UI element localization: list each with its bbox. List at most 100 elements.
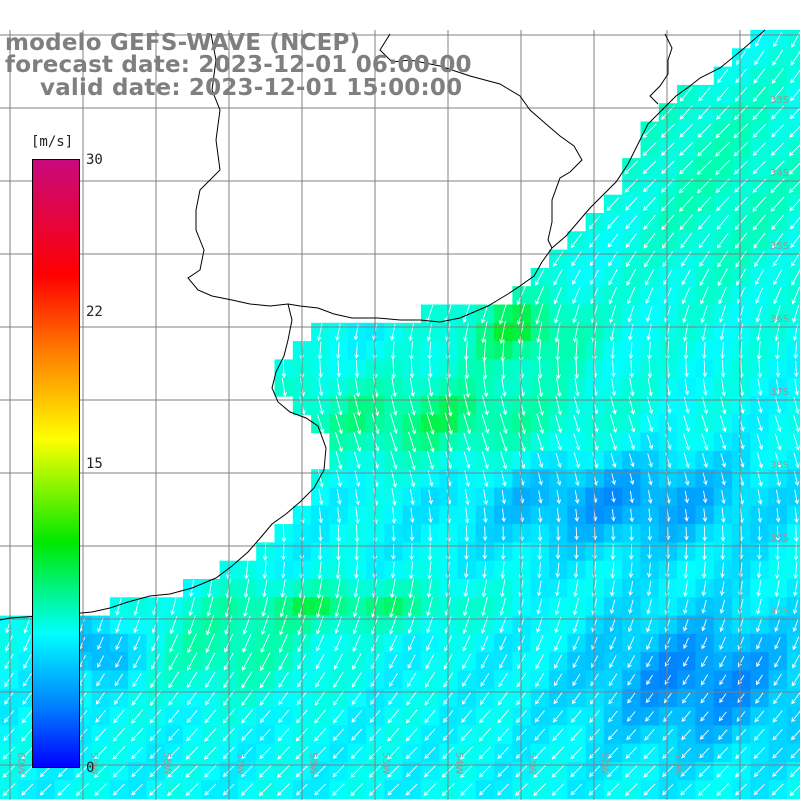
wind-arrow <box>259 728 271 741</box>
wind-arrow <box>757 359 763 379</box>
wind-arrow <box>773 269 783 286</box>
wind-arrow <box>259 709 271 724</box>
wind-arrow <box>277 746 290 760</box>
wind-arrow <box>628 544 634 560</box>
wind-arrow <box>626 287 636 305</box>
wind-arrow <box>701 637 708 650</box>
wind-arrow <box>626 729 637 741</box>
wind-arrow <box>497 765 509 778</box>
wind-arrow <box>464 488 470 506</box>
wind-arrow <box>555 414 563 434</box>
wind-arrow <box>536 598 543 615</box>
wind-arrow <box>752 142 767 156</box>
wind-arrow <box>681 269 691 286</box>
wind-arrow <box>354 360 360 378</box>
wind-arrow <box>167 764 181 778</box>
wind-arrow <box>684 379 690 396</box>
wind-arrow <box>277 783 290 796</box>
wind-arrow <box>589 747 601 759</box>
wind-arrow <box>790 234 800 248</box>
coastline <box>0 29 766 621</box>
wind-arrow <box>428 489 434 505</box>
wind-arrow <box>772 765 784 777</box>
wind-arrow <box>353 451 361 470</box>
wind-arrow <box>538 490 543 504</box>
wind-arrow <box>241 709 253 724</box>
wind-arrow <box>647 544 652 560</box>
wind-arrow <box>702 490 708 504</box>
wind-arrow <box>497 746 509 760</box>
wind-arrow <box>243 596 250 617</box>
wind-arrow <box>572 655 580 669</box>
wind-arrow <box>719 693 727 704</box>
wind-arrow <box>611 472 616 486</box>
wind-arrow <box>609 433 617 451</box>
wind-arrow <box>424 709 436 724</box>
wind-arrow <box>793 415 800 433</box>
wind-cell <box>786 652 800 672</box>
wind-arrow <box>754 50 765 66</box>
wind-arrow <box>625 233 637 249</box>
wind-arrow <box>755 305 763 323</box>
wind-arrow <box>424 747 436 759</box>
wind-arrow <box>407 672 417 688</box>
wind-arrow <box>481 321 488 344</box>
wind-arrow <box>353 394 361 417</box>
wind-arrow <box>463 562 469 579</box>
wind-arrow <box>241 747 253 759</box>
wind-arrow <box>75 783 89 797</box>
wind-arrow <box>698 87 711 102</box>
wind-arrow <box>535 653 545 670</box>
wind-arrow <box>721 490 726 505</box>
wind-arrow <box>700 674 709 686</box>
wind-arrow <box>316 635 325 652</box>
wind-arrow <box>262 561 268 580</box>
wind-arrow <box>336 378 342 397</box>
wind-arrow <box>701 433 709 451</box>
wind-arrow <box>700 692 709 704</box>
wind-arrow <box>627 674 636 686</box>
wind-arrow <box>611 360 616 378</box>
wind-cell <box>786 707 800 726</box>
wind-arrow <box>628 562 634 579</box>
wind-arrow <box>607 765 619 778</box>
wind-arrow <box>574 508 580 522</box>
wind-arrow <box>698 214 711 230</box>
wind-arrow <box>647 526 653 541</box>
wind-arrow <box>793 525 799 543</box>
wind-arrow <box>756 598 762 615</box>
wind-arrow <box>261 596 269 617</box>
wind-arrow <box>463 432 471 452</box>
wind-arrow <box>588 215 601 230</box>
wind-arrow <box>482 544 488 560</box>
wind-arrow <box>609 580 615 597</box>
wind-arrow <box>501 489 507 505</box>
wind-arrow <box>683 580 689 597</box>
wind-arrow <box>205 633 215 654</box>
wind-arrow <box>679 123 693 138</box>
wind-arrow <box>204 709 217 724</box>
wind-arrow <box>678 196 694 212</box>
wind-arrow <box>408 561 414 580</box>
wind-arrow <box>681 710 691 723</box>
wind-cell <box>786 524 800 543</box>
wind-arrow <box>736 268 746 286</box>
wind-arrow <box>317 341 323 360</box>
wind-arrow <box>719 415 727 433</box>
wind-cell <box>786 84 800 104</box>
wind-arrow <box>756 580 762 597</box>
wind-arrow <box>406 690 418 706</box>
wind-arrow <box>606 196 620 212</box>
wind-arrow <box>661 214 675 231</box>
wind-arrow <box>314 709 327 724</box>
wind-arrow <box>95 691 106 705</box>
wind-arrow <box>57 783 71 796</box>
wind-arrow <box>684 509 689 522</box>
wind-arrow <box>608 269 618 286</box>
wind-arrow <box>244 561 249 580</box>
wind-arrow <box>591 414 599 433</box>
wind-arrow <box>481 597 488 617</box>
wind-arrow <box>609 414 618 434</box>
wind-arrow <box>718 711 727 722</box>
wind-arrow <box>570 728 583 742</box>
